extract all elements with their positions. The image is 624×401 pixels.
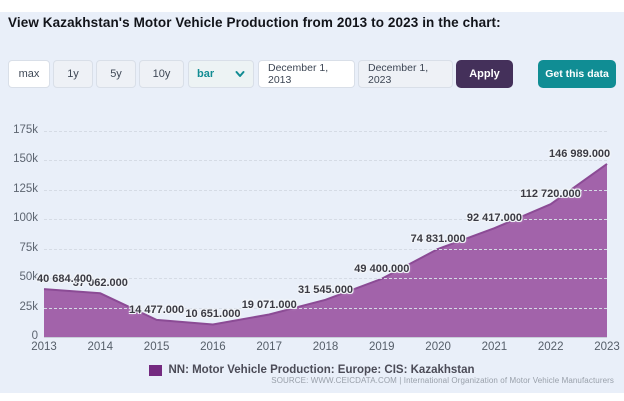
chart-legend[interactable]: NN: Motor Vehicle Production: Europe: CI… bbox=[0, 362, 624, 378]
range-button-max[interactable]: max bbox=[8, 60, 50, 88]
source-credit: SOURCE: WWW.CEICDATA.COM | International… bbox=[271, 376, 614, 385]
chevron-down-icon bbox=[235, 71, 245, 77]
date-from-input[interactable]: December 1, 2013 bbox=[258, 60, 355, 88]
chart-toolbar: max 1y 5y 10y bar December 1, 2013 Decem… bbox=[8, 60, 616, 90]
range-button-1y[interactable]: 1y bbox=[53, 60, 93, 88]
legend-label: NN: Motor Vehicle Production: Europe: CI… bbox=[168, 364, 475, 376]
date-to-input[interactable]: December 1, 2023 bbox=[358, 60, 453, 88]
apply-button[interactable]: Apply bbox=[456, 60, 513, 88]
range-button-5y[interactable]: 5y bbox=[96, 60, 136, 88]
chart-type-select[interactable]: bar bbox=[188, 60, 254, 88]
legend-swatch bbox=[149, 364, 163, 376]
range-button-10y[interactable]: 10y bbox=[139, 60, 184, 88]
chart-type-select-value: bar bbox=[197, 68, 215, 80]
get-this-data-button[interactable]: Get this data bbox=[538, 60, 616, 88]
page-title: View Kazakhstan's Motor Vehicle Producti… bbox=[8, 15, 501, 30]
